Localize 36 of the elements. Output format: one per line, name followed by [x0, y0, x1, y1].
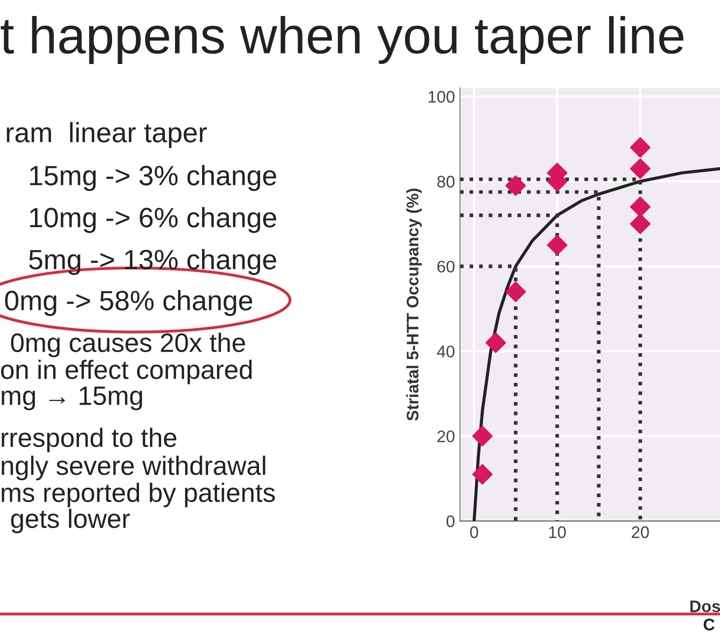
point [546, 234, 568, 256]
point [472, 426, 493, 446]
text: on in effect compared [1, 360, 252, 384]
point [485, 332, 506, 353]
text: 10mg -> 6% change [30, 207, 276, 233]
y-tick-label: 0 [446, 515, 454, 528]
point [505, 175, 526, 196]
text: gets lower [11, 508, 130, 534]
text: 15mg -> 3% change [30, 165, 276, 191]
text: ms reported by patients [2, 482, 275, 508]
x-tick-label: 20 [632, 526, 649, 538]
text: 0mg causes 20x the [11, 332, 245, 358]
y-axis-title: Striatal 5-HTT Occupancy (%) [406, 188, 422, 421]
x-tick-label: 10 [549, 526, 566, 538]
text: ngly severe withdrawal [2, 456, 266, 480]
text: C [704, 618, 715, 630]
chart-title: t happens when you taper line [0, 16, 684, 64]
text: ram linear taper [6, 122, 207, 148]
point [505, 282, 526, 302]
y-tick-label: 40 [436, 346, 454, 358]
text: mg → 15mg [2, 386, 142, 410]
point [630, 214, 651, 234]
point [630, 158, 651, 179]
y-tick-label: 60 [437, 260, 454, 272]
y-tick-label: 20 [437, 430, 454, 442]
x-tick-label: 0 [470, 526, 478, 538]
point [472, 464, 493, 485]
text: rrespond to the [2, 428, 176, 452]
text: 5mg -> 13% change [29, 249, 276, 275]
point [630, 137, 651, 158]
line-series [472, 167, 720, 521]
y-tick-label: 100 [428, 90, 454, 103]
y-tick-label: 80 [437, 176, 454, 188]
text: 0mg -> 58% change [5, 290, 252, 316]
x-axis-title: Dos [690, 600, 720, 612]
point [630, 196, 651, 218]
